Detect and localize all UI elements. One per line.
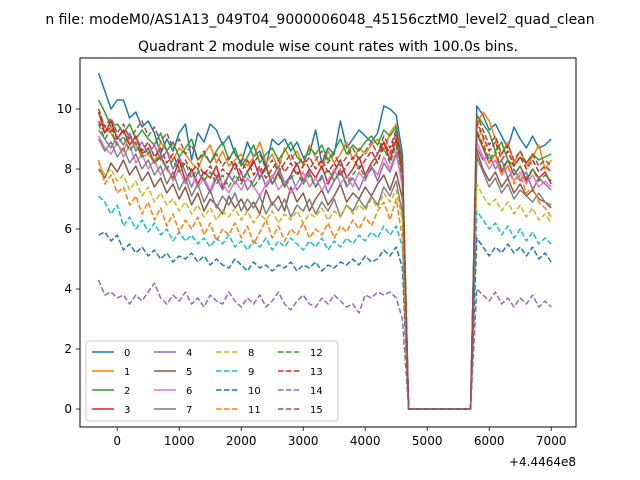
legend-label: 4	[186, 348, 192, 359]
legend-label: 12	[310, 348, 323, 359]
y-tick-label: 10	[57, 102, 72, 116]
x-tick-label: 1000	[164, 434, 195, 448]
legend-label: 3	[124, 405, 130, 416]
x-axis: 0 1000 2000 3000 4000 5000 6000 7000	[113, 427, 566, 448]
y-tick-label: 0	[64, 402, 72, 416]
y-tick-label: 4	[64, 282, 72, 296]
series-line-14	[97, 279, 552, 410]
x-tick-label: 4000	[350, 434, 381, 448]
legend-label: 1	[124, 367, 130, 378]
x-tick-label: 7000	[536, 434, 567, 448]
series-line-15	[97, 108, 552, 410]
x-tick-label: 5000	[412, 434, 443, 448]
legend-label: 2	[124, 386, 130, 397]
legend-label: 0	[124, 348, 130, 359]
series-line-9	[98, 195, 552, 410]
y-tick-label: 6	[64, 222, 72, 236]
x-tick-label: 0	[113, 434, 121, 448]
legend-label: 6	[186, 386, 192, 397]
legend-label: 9	[248, 367, 254, 378]
legend-label: 5	[186, 367, 192, 378]
x-tick-label: 2000	[226, 434, 257, 448]
axes-frame	[79, 57, 577, 428]
plot-area	[97, 72, 552, 410]
figure-suptitle: n file: modeM0/AS1A13_049T04_9000006048_…	[45, 12, 594, 28]
x-tick-label: 6000	[474, 434, 505, 448]
legend-box	[85, 340, 339, 422]
legend-label: 14	[310, 386, 323, 397]
legend-label: 13	[310, 367, 323, 378]
series-lines	[97, 72, 552, 410]
y-tick-label: 2	[64, 342, 72, 356]
series-line-12	[97, 123, 552, 410]
legend-label: 15	[310, 405, 323, 416]
y-axis: 0 2 4 6 8 10	[57, 102, 80, 416]
series-line-10	[98, 231, 552, 410]
legend-label: 11	[248, 405, 261, 416]
x-tick-label: 3000	[288, 434, 319, 448]
y-tick-label: 8	[64, 162, 72, 176]
x-axis-offset-label: +4.4464e8	[509, 455, 576, 469]
legend-label: 10	[248, 386, 261, 397]
legend-label: 7	[186, 405, 192, 416]
legend-label: 8	[248, 348, 254, 359]
chart-title: Quadrant 2 module wise count rates with …	[138, 39, 518, 55]
